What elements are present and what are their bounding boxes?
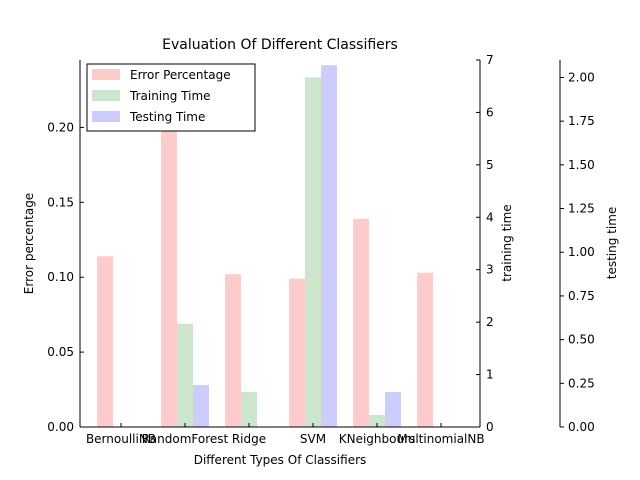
bar-testing-time-kneighbours bbox=[385, 392, 401, 427]
far-right-tick-label: 1.00 bbox=[568, 245, 595, 259]
far-right-tick-label: 0.25 bbox=[568, 376, 595, 390]
right-tick-label: 2 bbox=[486, 315, 494, 329]
left-tick-label: 0.10 bbox=[47, 270, 74, 284]
x-tick-label: BernoulliNB bbox=[86, 432, 156, 446]
right-tick-label: 0 bbox=[486, 420, 494, 434]
left-tick-label: 0.15 bbox=[47, 195, 74, 209]
legend: Error Percentage Training Time Testing Tim… bbox=[86, 63, 256, 132]
bar-training-time-ridge bbox=[241, 391, 257, 427]
far-right-tick-label: 0.75 bbox=[568, 289, 595, 303]
axes-layer: 0.00 0.05 0.10 0.15 0.20 Error percentage 0 1 2 3… bbox=[22, 53, 619, 446]
bar-error-percentage-multinomialnb bbox=[417, 272, 433, 427]
legend-entry: Training Time bbox=[129, 89, 211, 103]
right-axis-label: training time bbox=[500, 204, 514, 281]
legend-swatch bbox=[92, 111, 120, 122]
x-tick-label: SVM bbox=[300, 432, 326, 446]
left-tick-label: 0.00 bbox=[47, 420, 74, 434]
right-tick-label: 6 bbox=[486, 105, 494, 119]
left-tick-label: 0.20 bbox=[47, 120, 74, 134]
x-tick-label: RandomForest bbox=[142, 432, 229, 446]
bar-testing-time-randomforest bbox=[193, 385, 209, 427]
right-tick-label: 5 bbox=[486, 158, 494, 172]
right-tick-label: 4 bbox=[486, 210, 494, 224]
x-axis-label: Different Types Of Classifiers bbox=[194, 453, 367, 467]
far-right-tick-label: 0.50 bbox=[568, 333, 595, 347]
bar-error-percentage-ridge bbox=[225, 274, 241, 427]
bar-training-time-kneighbours bbox=[369, 414, 385, 427]
right-tick-label: 7 bbox=[486, 53, 494, 67]
x-tick-label: Ridge bbox=[232, 432, 266, 446]
left-axis-label: Error percentage bbox=[22, 193, 36, 294]
x-tick-label: MultinomialNB bbox=[397, 432, 484, 446]
legend-entry: Error Percentage bbox=[130, 68, 231, 82]
far-right-tick-label: 1.75 bbox=[568, 114, 595, 128]
bar-error-percentage-svm bbox=[289, 278, 305, 427]
left-tick-label: 0.05 bbox=[47, 345, 74, 359]
legend-swatch bbox=[92, 90, 120, 101]
legend-swatch bbox=[92, 69, 120, 80]
bar-training-time-svm bbox=[305, 77, 321, 428]
right-tick-label: 3 bbox=[486, 263, 494, 277]
right-tick-label: 1 bbox=[486, 368, 494, 382]
bars-layer bbox=[97, 65, 433, 428]
bar-training-time-randomforest bbox=[177, 323, 193, 427]
far-right-axis-label: testing time bbox=[605, 207, 619, 280]
bar-error-percentage-randomforest bbox=[161, 74, 177, 428]
bar-error-percentage-kneighbours bbox=[353, 218, 369, 427]
bar-error-percentage-bernoullinb bbox=[97, 256, 113, 427]
far-right-tick-label: 0.00 bbox=[568, 420, 595, 434]
legend-entry: Testing Time bbox=[129, 110, 205, 124]
x-tick-label: KNeighbours bbox=[339, 432, 416, 446]
far-right-tick-label: 1.50 bbox=[568, 158, 595, 172]
far-right-tick-label: 2.00 bbox=[568, 70, 595, 84]
chart-title: Evaluation Of Different Classifiers bbox=[162, 37, 398, 53]
far-right-tick-label: 1.25 bbox=[568, 202, 595, 216]
bar-testing-time-svm bbox=[321, 65, 337, 427]
